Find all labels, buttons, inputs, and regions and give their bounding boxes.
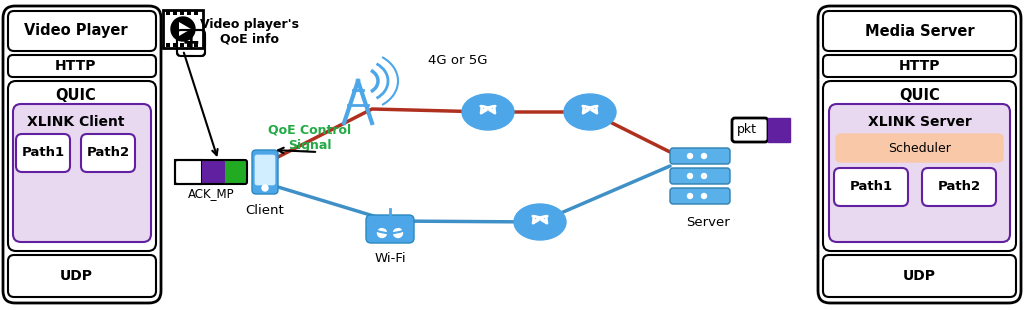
Bar bbox=[203, 160, 225, 184]
Text: Path1: Path1 bbox=[850, 180, 893, 193]
Circle shape bbox=[378, 228, 386, 237]
Ellipse shape bbox=[514, 204, 566, 240]
Bar bbox=[166, 43, 170, 47]
Ellipse shape bbox=[462, 94, 514, 130]
FancyBboxPatch shape bbox=[16, 134, 70, 172]
Text: QoE Control
Signal: QoE Control Signal bbox=[268, 123, 351, 153]
Bar bbox=[225, 160, 247, 184]
Polygon shape bbox=[179, 22, 191, 36]
Bar bbox=[187, 43, 191, 47]
FancyBboxPatch shape bbox=[670, 168, 730, 184]
FancyBboxPatch shape bbox=[823, 255, 1016, 297]
Text: XLINK Server: XLINK Server bbox=[867, 115, 972, 129]
Circle shape bbox=[687, 193, 692, 198]
Text: XLINK Client: XLINK Client bbox=[28, 115, 125, 129]
FancyBboxPatch shape bbox=[922, 168, 996, 206]
Text: 4G or 5G: 4G or 5G bbox=[428, 54, 487, 67]
Text: ACK_MP: ACK_MP bbox=[187, 188, 234, 201]
FancyBboxPatch shape bbox=[823, 81, 1016, 251]
Bar bbox=[180, 43, 184, 47]
FancyBboxPatch shape bbox=[255, 155, 275, 185]
Circle shape bbox=[701, 174, 707, 179]
Text: pkt: pkt bbox=[737, 123, 757, 136]
Bar bbox=[768, 118, 790, 142]
FancyBboxPatch shape bbox=[823, 55, 1016, 77]
FancyBboxPatch shape bbox=[366, 215, 414, 243]
FancyBboxPatch shape bbox=[670, 188, 730, 204]
Text: QUIC: QUIC bbox=[55, 88, 96, 104]
Text: Path2: Path2 bbox=[86, 147, 130, 160]
FancyBboxPatch shape bbox=[823, 11, 1016, 51]
FancyBboxPatch shape bbox=[8, 11, 156, 51]
FancyBboxPatch shape bbox=[834, 168, 908, 206]
FancyBboxPatch shape bbox=[8, 55, 156, 77]
Bar bbox=[187, 11, 191, 15]
Text: UDP: UDP bbox=[903, 269, 936, 283]
Text: Path1: Path1 bbox=[22, 147, 65, 160]
Bar bbox=[194, 43, 198, 47]
Text: Scheduler: Scheduler bbox=[888, 141, 951, 154]
Text: Video player's
QoE info: Video player's QoE info bbox=[201, 18, 299, 46]
Circle shape bbox=[171, 17, 195, 41]
Bar bbox=[173, 43, 177, 47]
FancyBboxPatch shape bbox=[8, 255, 156, 297]
FancyBboxPatch shape bbox=[252, 150, 278, 194]
Text: HTTP: HTTP bbox=[55, 59, 96, 73]
Circle shape bbox=[701, 153, 707, 158]
FancyBboxPatch shape bbox=[8, 81, 156, 251]
Text: QUIC: QUIC bbox=[899, 88, 940, 104]
Text: UDP: UDP bbox=[59, 269, 92, 283]
Bar bbox=[173, 11, 177, 15]
Text: Wi-Fi: Wi-Fi bbox=[374, 253, 406, 265]
Bar bbox=[194, 11, 198, 15]
Bar bbox=[166, 11, 170, 15]
Text: Client: Client bbox=[246, 203, 285, 216]
Circle shape bbox=[393, 228, 402, 237]
Circle shape bbox=[687, 153, 692, 158]
Circle shape bbox=[687, 174, 692, 179]
Bar bbox=[163, 10, 203, 48]
FancyBboxPatch shape bbox=[81, 134, 135, 172]
Text: Video Player: Video Player bbox=[25, 24, 128, 38]
FancyBboxPatch shape bbox=[3, 6, 161, 303]
FancyBboxPatch shape bbox=[670, 148, 730, 164]
Bar bbox=[180, 11, 184, 15]
FancyBboxPatch shape bbox=[732, 118, 768, 142]
Text: HTTP: HTTP bbox=[899, 59, 940, 73]
Text: Path2: Path2 bbox=[937, 180, 981, 193]
Circle shape bbox=[701, 193, 707, 198]
Circle shape bbox=[262, 185, 268, 191]
FancyBboxPatch shape bbox=[818, 6, 1021, 303]
Text: +: + bbox=[181, 33, 201, 53]
FancyBboxPatch shape bbox=[829, 104, 1010, 242]
Bar bbox=[175, 160, 203, 184]
Ellipse shape bbox=[564, 94, 616, 130]
FancyBboxPatch shape bbox=[13, 104, 151, 242]
FancyBboxPatch shape bbox=[836, 134, 1002, 162]
Text: Server: Server bbox=[686, 215, 730, 228]
Text: Media Server: Media Server bbox=[864, 24, 974, 38]
